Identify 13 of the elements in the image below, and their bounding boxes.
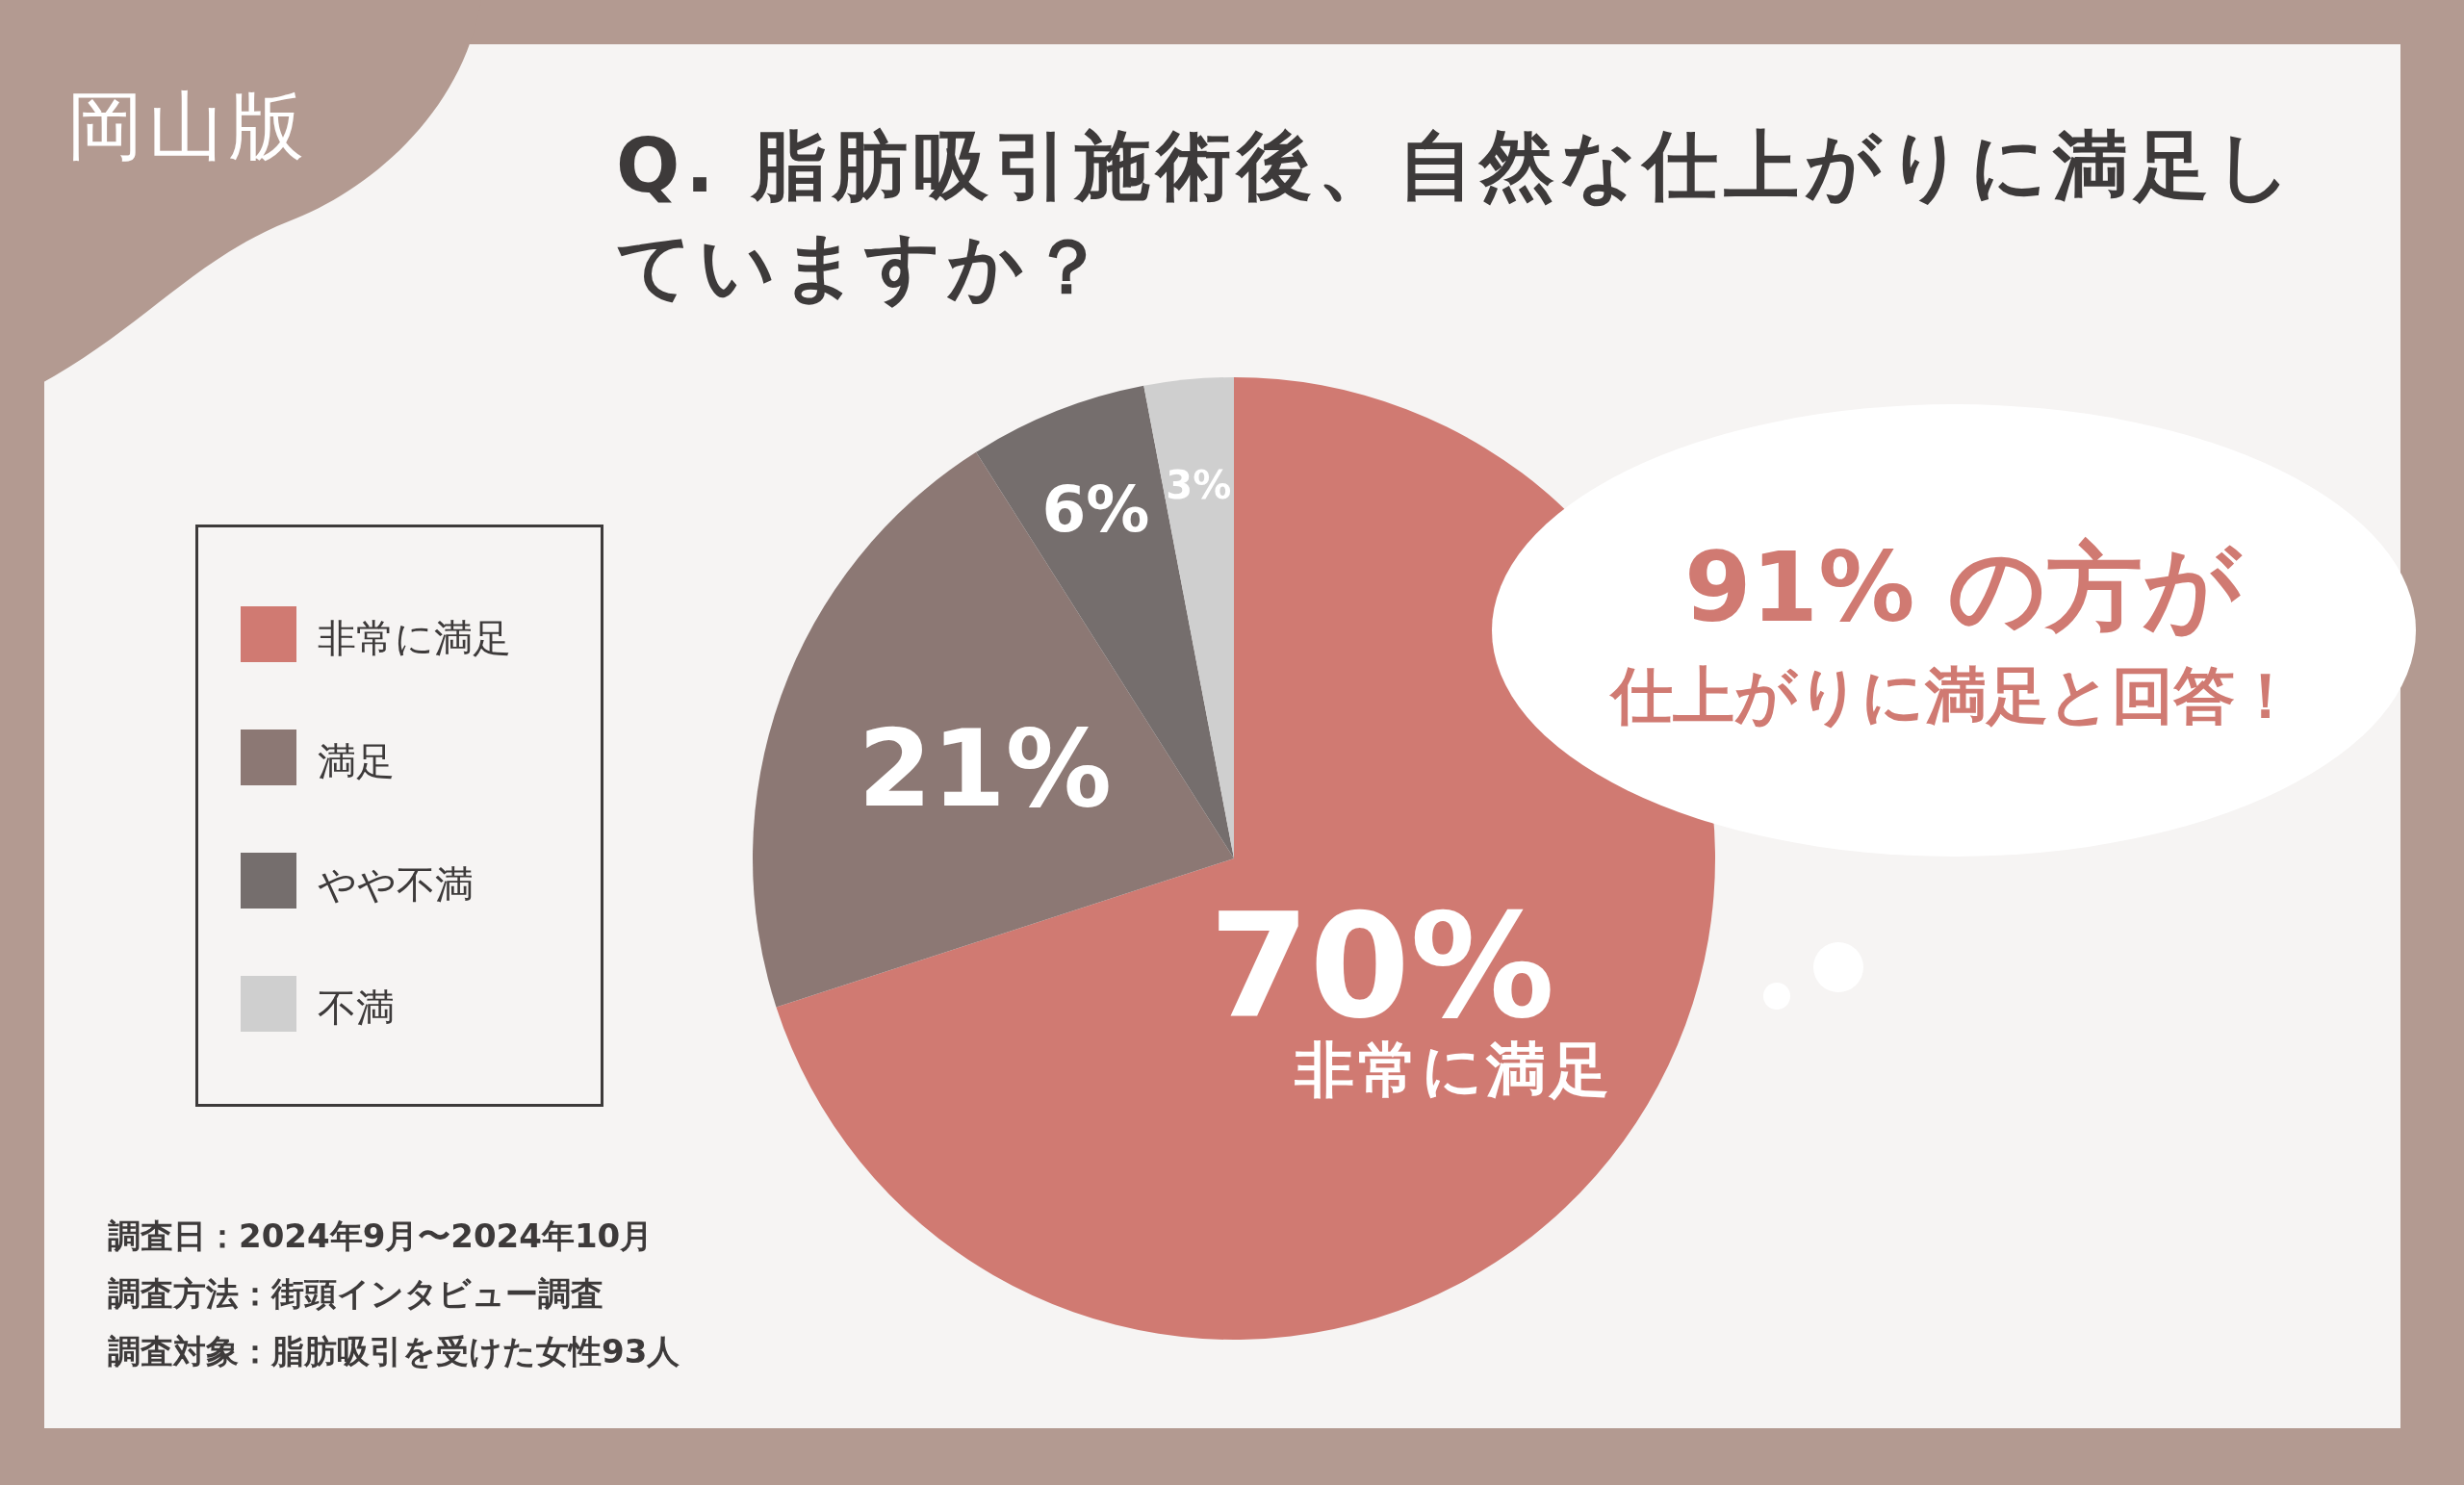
data-label: 21% (858, 707, 1112, 832)
text: 調査日：2024年9月〜2024年10月 (108, 1216, 654, 1257)
legend-label: 不満 (318, 985, 395, 1032)
legend-label: 非常に満足 (318, 615, 511, 662)
text: 岡山版 (67, 82, 310, 171)
chart-title: Q. 脂肪吸引施術後、自然な仕上がりに満足していますか？ (616, 121, 2299, 312)
data-label: 6% (1041, 473, 1150, 548)
legend-label: 満足 (318, 738, 395, 785)
legend-label: やや不満 (318, 861, 474, 909)
text: 91% の方が (1684, 530, 2242, 646)
text: 仕上がりに満足と回答！ (1608, 659, 2297, 733)
text: 調査方法：街頭インタビュー調査 (108, 1273, 603, 1315)
text: 調査対象：脂肪吸引を受けた女性93人 (108, 1331, 680, 1372)
